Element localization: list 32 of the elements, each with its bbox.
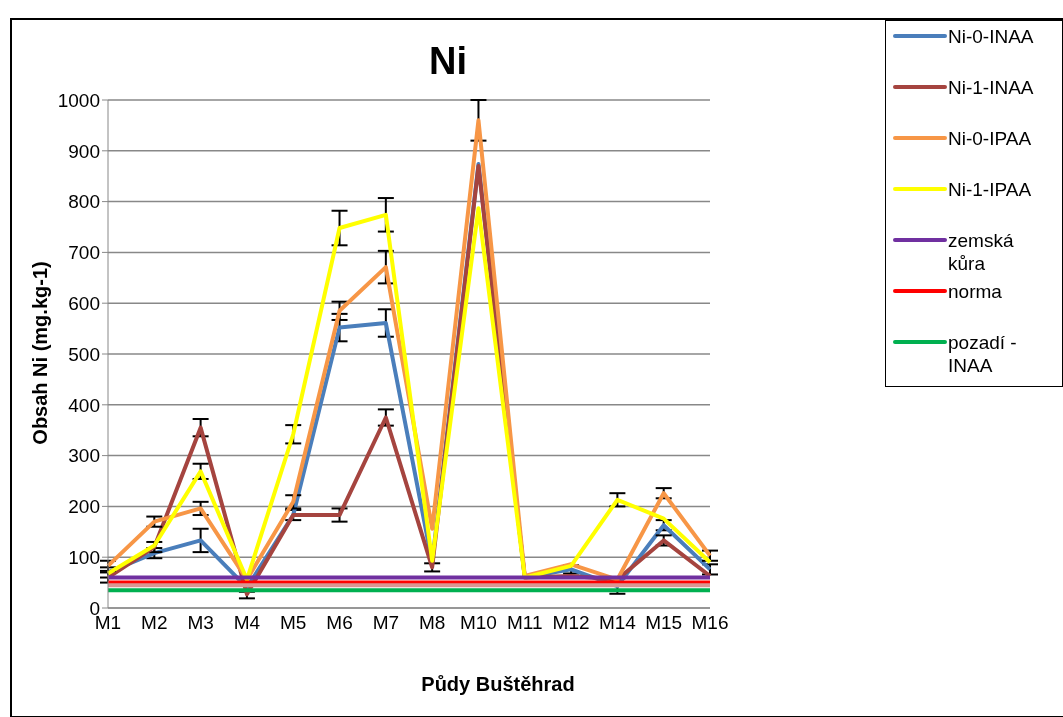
y-tick-label: 200 [68,496,100,518]
x-tick-label: M4 [233,612,261,634]
x-tick-label: M12 [552,612,590,634]
y-tick-label: 500 [68,343,100,365]
y-tick-label: 300 [68,445,100,467]
y-tick-label: 700 [68,242,100,264]
x-tick-label: M5 [280,612,307,634]
x-tick-label: M15 [645,612,683,634]
y-tick-label: 900 [68,140,100,162]
legend-label: Ni-0-INAA [948,25,1035,48]
legend-label: Ni-0-IPAA [948,127,1033,150]
chart-title: Ni [428,40,468,83]
x-tick-label: M6 [326,612,353,634]
legend-label: Ni-1-INAA [948,76,1035,99]
x-tick-label: M11 [506,612,543,634]
y-tick-label: 600 [68,292,100,314]
x-tick-label: M7 [372,612,400,634]
y-axis-title: Obsah Ni (mg.kg-1) [28,261,52,445]
x-axis-title: Půdy Buštěhrad [420,673,576,696]
y-tick-label: 800 [68,191,100,213]
x-tick-label: M2 [141,612,168,634]
y-tick-label: 100 [68,546,100,568]
legend-label: Ni-1-IPAA [948,178,1033,201]
x-tick-label: M16 [691,612,729,634]
x-tick-label: M10 [459,612,497,634]
x-tick-label: M8 [418,612,446,634]
legend-label: norma [948,280,1003,303]
x-tick-label: M3 [187,612,214,634]
legend-label: pozadí - INAA [948,331,1018,377]
y-tick-label: 1000 [57,89,100,111]
x-tick-label: M14 [598,612,637,634]
y-tick-label: 400 [68,394,100,416]
